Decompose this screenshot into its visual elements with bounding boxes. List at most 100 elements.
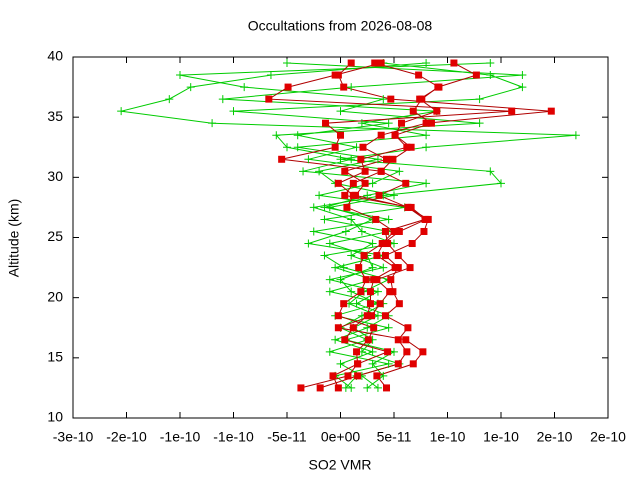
point	[403, 143, 411, 151]
point	[379, 95, 388, 104]
x-tick-label: 1e-10	[483, 429, 519, 445]
point	[304, 155, 313, 164]
point	[349, 179, 357, 187]
point	[508, 107, 516, 115]
point	[341, 336, 349, 344]
point	[334, 312, 342, 320]
point	[325, 239, 334, 248]
point	[315, 191, 324, 200]
point	[384, 119, 393, 128]
point	[394, 336, 402, 344]
point	[381, 312, 389, 320]
point	[325, 347, 334, 356]
point	[316, 384, 324, 392]
point	[404, 203, 412, 211]
point	[336, 359, 345, 368]
point	[402, 179, 410, 187]
point	[368, 312, 376, 320]
point	[395, 167, 404, 176]
point	[347, 155, 356, 164]
point	[363, 312, 371, 320]
point	[347, 251, 356, 260]
point	[422, 143, 431, 152]
point	[395, 300, 403, 308]
x-tick-label: -1e-10	[213, 429, 254, 445]
point	[384, 348, 392, 356]
point	[361, 167, 369, 175]
point	[320, 203, 329, 212]
point	[343, 203, 351, 211]
x-tick-label: 1e-10	[430, 429, 466, 445]
point	[373, 252, 381, 260]
point	[373, 383, 382, 392]
point	[402, 336, 410, 344]
point	[419, 348, 427, 356]
point	[409, 360, 417, 368]
point	[362, 276, 370, 284]
point	[373, 287, 382, 296]
point	[387, 95, 395, 103]
point	[340, 83, 348, 91]
point	[381, 227, 389, 235]
point	[331, 263, 340, 272]
point	[329, 372, 337, 380]
point	[387, 276, 395, 284]
point	[331, 335, 340, 344]
point	[265, 95, 273, 103]
point	[240, 83, 249, 92]
point	[341, 167, 349, 175]
y-axis-label: Altitude (km)	[6, 199, 22, 278]
point	[547, 107, 555, 115]
point	[364, 336, 372, 344]
point	[334, 324, 342, 332]
point	[347, 383, 356, 392]
point	[373, 155, 382, 164]
point	[386, 288, 394, 296]
point	[331, 143, 339, 151]
point	[315, 167, 324, 176]
point	[186, 83, 195, 92]
point	[354, 360, 362, 368]
point	[384, 359, 393, 368]
point	[383, 155, 391, 163]
point	[394, 252, 402, 260]
point	[363, 323, 372, 332]
point	[394, 360, 402, 368]
point	[349, 324, 357, 332]
y-tick-label: 15	[47, 349, 63, 365]
point	[435, 83, 443, 91]
point	[357, 227, 366, 236]
point	[422, 131, 431, 140]
point	[357, 155, 365, 163]
point	[309, 227, 318, 236]
point	[218, 95, 227, 104]
point	[370, 324, 378, 332]
point	[384, 215, 393, 224]
point	[390, 227, 398, 235]
point	[373, 311, 382, 320]
point	[373, 276, 381, 284]
point	[325, 275, 334, 284]
point	[375, 191, 383, 199]
point	[383, 384, 391, 392]
point	[325, 287, 334, 296]
point	[486, 59, 495, 68]
point	[381, 252, 389, 260]
point	[366, 300, 374, 308]
point	[391, 131, 399, 139]
x-tick-label: -2e-10	[106, 429, 147, 445]
point	[208, 119, 217, 128]
point	[422, 59, 431, 68]
point	[486, 71, 495, 80]
series-line	[233, 62, 525, 389]
point	[384, 240, 392, 248]
point	[309, 203, 318, 212]
point	[407, 143, 415, 151]
point	[337, 131, 344, 139]
point	[293, 131, 302, 140]
point	[376, 300, 384, 308]
point	[571, 131, 580, 140]
point	[408, 240, 416, 248]
point	[475, 95, 484, 104]
